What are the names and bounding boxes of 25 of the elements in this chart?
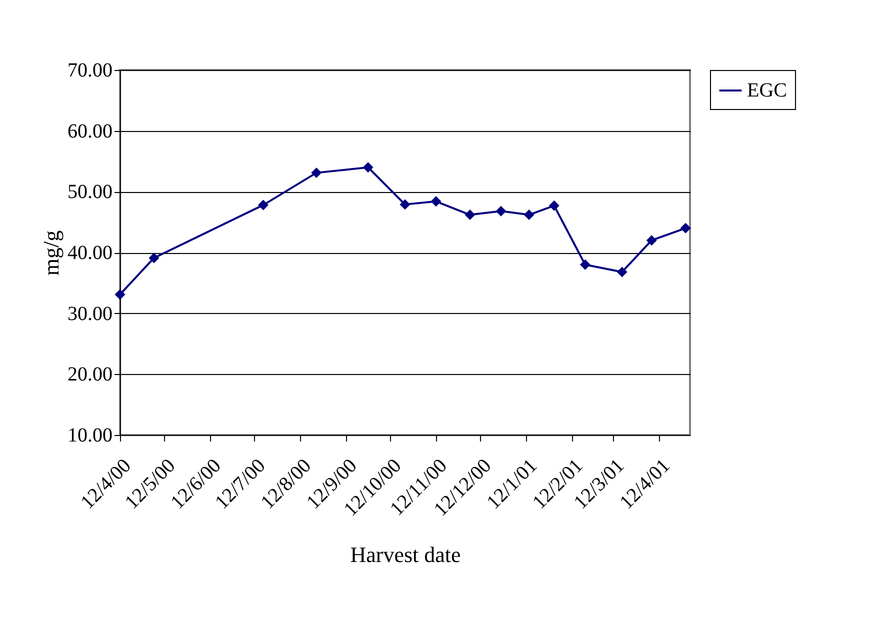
point bbox=[148, 252, 160, 264]
point bbox=[362, 162, 374, 173]
point bbox=[311, 168, 322, 178]
point bbox=[400, 199, 410, 210]
point bbox=[114, 289, 126, 300]
y-tick-label: 30.00 bbox=[68, 302, 112, 325]
x-axis-title: Harvest date bbox=[350, 542, 461, 567]
y-axis-title: mg/g bbox=[38, 230, 64, 276]
point bbox=[524, 210, 534, 220]
point bbox=[548, 200, 560, 211]
y-tick-label: 50.00 bbox=[68, 181, 112, 204]
y-tick-label: 60.00 bbox=[68, 120, 112, 142]
point bbox=[464, 210, 476, 220]
point bbox=[646, 235, 657, 246]
point bbox=[616, 266, 628, 278]
point bbox=[258, 200, 268, 210]
point bbox=[430, 196, 442, 207]
y-tick-label: 70.00 bbox=[68, 60, 112, 82]
point bbox=[496, 206, 506, 216]
point bbox=[580, 259, 590, 270]
legend-label: EGC bbox=[747, 80, 787, 102]
y-tick-label: 10.00 bbox=[68, 424, 112, 446]
y-tick-label: 40.00 bbox=[68, 242, 112, 264]
point bbox=[680, 222, 691, 234]
y-tick-label: 20.00 bbox=[68, 364, 112, 386]
